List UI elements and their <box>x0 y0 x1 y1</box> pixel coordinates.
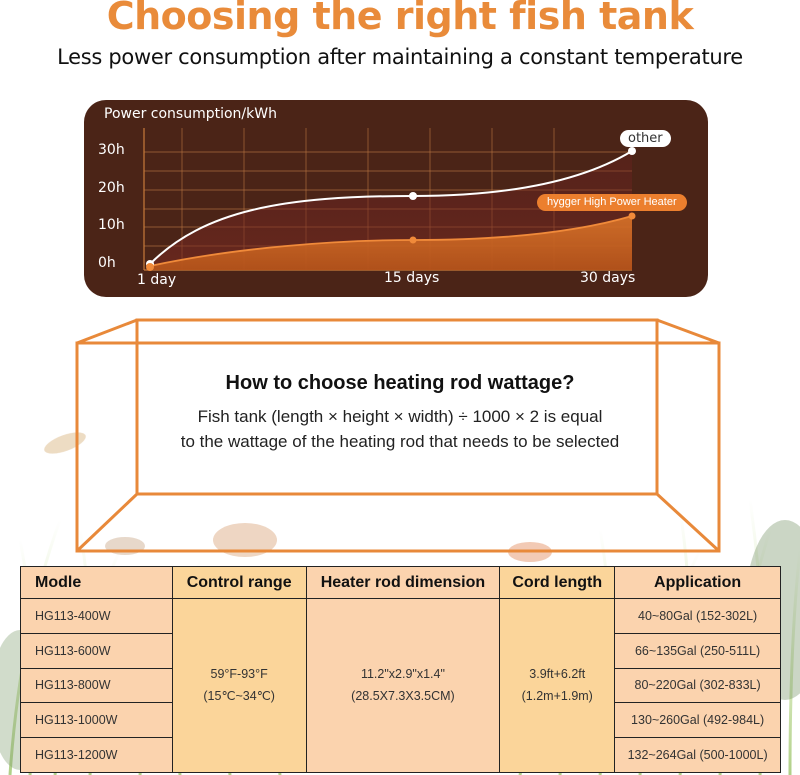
application-cell: 80~220Gal (302-833L) <box>614 667 781 704</box>
control-range-c: (15℃~34℃) <box>203 689 275 704</box>
table-row: HG113-1000W 130~260Gal (492-984L) <box>20 702 781 739</box>
model-cell: HG113-400W <box>20 598 173 634</box>
dimension-cell: 11.2"x2.9"x1.4" (28.5X7.3X3.5CM) <box>305 598 501 773</box>
control-range-cell: 59°F-93°F (15℃~34℃) <box>171 598 307 773</box>
x-tick-15-days: 15 days <box>384 270 440 286</box>
y-tick-0h: 0h <box>98 255 116 271</box>
header-model: Modle <box>20 566 173 599</box>
application-cell: 132~264Gal (500-1000L) <box>614 737 781 773</box>
model-cell: HG113-1200W <box>20 737 173 773</box>
wattage-formula-line-2: to the wattage of the heating rod that n… <box>180 432 620 451</box>
application-cell: 130~260Gal (492-984L) <box>614 702 781 739</box>
x-tick-30-days: 30 days <box>580 270 636 286</box>
wattage-guide-title: How to choose heating rod wattage? <box>225 372 575 394</box>
page-subtitle: Less power consumption after maintaining… <box>57 45 743 69</box>
hygger-point <box>146 263 154 271</box>
table-row: HG113-1200W 132~264Gal (500-1000L) <box>20 737 781 773</box>
dimension-inches: 11.2"x2.9"x1.4" <box>360 667 445 682</box>
hygger-point <box>409 236 417 244</box>
power-consumption-chart: Power consumption/kWh 30h 20h 10h 0h 1 d… <box>84 100 708 297</box>
y-tick-20h: 20h <box>98 180 125 196</box>
chart-plot-area <box>143 128 636 271</box>
y-tick-10h: 10h <box>98 217 125 233</box>
wattage-formula-line-1: Fish tank (length × height × width) ÷ 10… <box>197 407 603 426</box>
y-tick-30h: 30h <box>98 142 125 158</box>
table-row: HG113-400W 59°F-93°F (15℃~34℃) 11.2"x2.9… <box>20 598 781 773</box>
control-range-f: 59°F-93°F <box>210 667 268 682</box>
header-dimension: Heater rod dimension <box>305 566 501 599</box>
application-cell: 66~135Gal (250-511L) <box>614 632 781 669</box>
dimension-cm: (28.5X7.3X3.5CM) <box>351 689 455 704</box>
cord-length-m: (1.2m+1.9m) <box>521 689 593 704</box>
model-cell: HG113-600W <box>20 632 173 669</box>
model-cell: HG113-800W <box>20 667 173 704</box>
application-cell: 40~80Gal (152-302L) <box>614 598 781 634</box>
legend-label-other: other <box>620 130 671 147</box>
table-row: HG113-800W 80~220Gal (302-833L) <box>20 667 781 704</box>
chart-axis-title: Power consumption/kWh <box>104 106 277 122</box>
fish-tank-outline-icon <box>75 318 721 553</box>
table-row: HG113-600W 66~135Gal (250-511L) <box>20 632 781 669</box>
table-header-row: Modle Control range Heater rod dimension… <box>20 566 781 599</box>
other-point <box>409 192 417 200</box>
heater-spec-table: Modle Control range Heater rod dimension… <box>20 566 781 773</box>
legend-label-hygger: hygger High Power Heater <box>537 194 687 211</box>
hygger-area <box>150 216 632 270</box>
hygger-point <box>628 212 636 220</box>
page-title: Choosing the right fish tank <box>106 0 694 38</box>
header-cord-length: Cord length <box>499 566 616 599</box>
x-tick-1-day: 1 day <box>137 272 177 288</box>
cord-length-ft: 3.9ft+6.2ft <box>529 667 586 682</box>
header-control-range: Control range <box>171 566 307 599</box>
cord-length-cell: 3.9ft+6.2ft (1.2m+1.9m) <box>499 598 616 773</box>
other-point <box>628 147 636 155</box>
header-application: Application <box>614 566 781 599</box>
model-cell: HG113-1000W <box>20 702 173 739</box>
